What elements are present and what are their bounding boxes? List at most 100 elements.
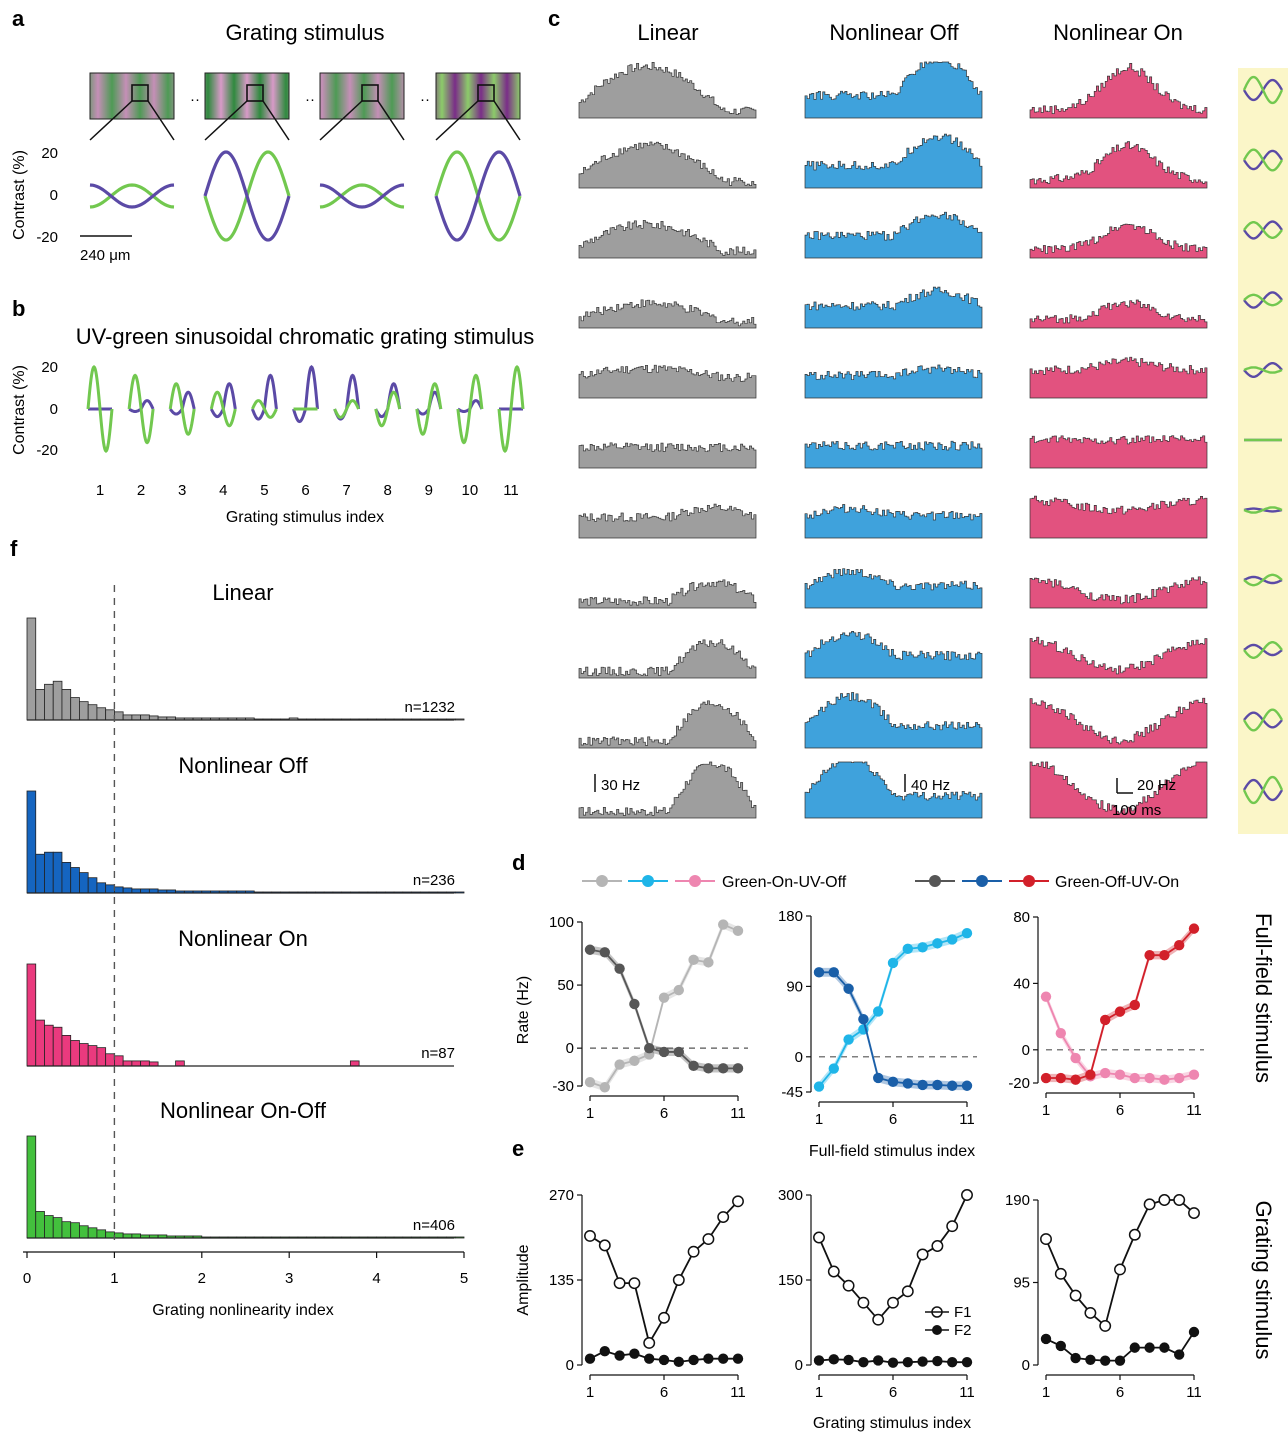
hist-bar [52, 1217, 63, 1239]
psth-histogram [804, 364, 983, 399]
data-point [1188, 923, 1200, 934]
y-tick-label: -20 [1008, 1075, 1030, 1092]
green-wave [89, 183, 175, 209]
data-point [584, 1229, 596, 1242]
psth-grid [578, 61, 1208, 819]
legend-green-off-uv-on: Green-Off-UV-On [1055, 874, 1179, 891]
psth-histogram [804, 631, 983, 679]
y-tick-label: 0 [566, 1040, 574, 1057]
hist-bar [70, 1222, 80, 1239]
green-wave [319, 183, 405, 209]
data-point [1084, 1306, 1097, 1319]
data-point [732, 1353, 744, 1364]
green-wave [415, 382, 443, 436]
x-tick-label: 1 [110, 1270, 118, 1287]
data-point [732, 1195, 744, 1208]
data-point [1114, 1355, 1126, 1366]
legend-green-on-uv-off: Green-On-UV-Off [722, 874, 847, 891]
hist-bar [44, 683, 54, 721]
data-point [887, 1296, 899, 1309]
data-point [931, 1240, 944, 1252]
psth-histogram [1029, 435, 1208, 469]
scale-30hz-label: 30 Hz [601, 777, 640, 794]
hist-n-label: n=1232 [405, 699, 455, 716]
psth-histogram [578, 62, 757, 119]
data-point [628, 1277, 641, 1290]
panel-b-ytick-0: 0 [50, 401, 58, 418]
hist-f1: Linear n=1232 [26, 580, 465, 721]
psth-histogram [578, 364, 757, 399]
hist-bar [96, 1229, 107, 1239]
x-tick-label: 2 [198, 1270, 206, 1287]
hist-bar [79, 701, 89, 721]
data-point [599, 1345, 610, 1357]
data-point [961, 1189, 973, 1201]
data-point [917, 1356, 928, 1367]
icon-strip-background [1238, 68, 1288, 834]
zoom-box [131, 84, 149, 102]
zoom-box [477, 84, 495, 102]
data-point [873, 1072, 884, 1084]
data-point [718, 1063, 729, 1074]
panel-c-letter: c [548, 6, 560, 31]
x-tick-label: 6 [889, 1111, 897, 1128]
panel-e-ylabel: Amplitude [515, 1244, 532, 1315]
zoom-box [246, 84, 264, 102]
hist-bar [52, 851, 63, 894]
psth-histogram [1029, 697, 1208, 749]
hist-bar [131, 1233, 142, 1239]
panel-b-xtick: 10 [462, 482, 479, 499]
y-tick-label: 190 [1005, 1192, 1030, 1209]
data-point [703, 957, 714, 968]
data-point [932, 1079, 943, 1091]
stimulus-icon-green [1243, 293, 1283, 307]
psth-histogram [1029, 576, 1208, 609]
hist-bar [61, 1035, 72, 1067]
data-point [843, 1354, 854, 1366]
plot-d1: 100 50 0 -30 1 6 11 [549, 914, 748, 1122]
data-point [718, 1353, 729, 1364]
y-tick-label: 0 [1022, 1357, 1030, 1374]
data-point [1070, 1074, 1081, 1085]
panel-b-xtick: 1 [96, 482, 104, 499]
x-tick-label: 1 [586, 1384, 594, 1401]
data-point [1040, 1072, 1052, 1084]
series-line [1045, 1199, 1195, 1328]
y-tick-label: 0 [566, 1357, 574, 1374]
panel-d-plots: 100 50 0 -30 1 6 11 180 90 0 -45 1 6 11 80 40 0 -20 1 6 11 [549, 908, 1204, 1128]
data-point [598, 1239, 611, 1252]
panel-e-letter: e [512, 1136, 524, 1161]
psth-histogram [578, 442, 757, 469]
y-tick-label: 135 [549, 1272, 574, 1289]
data-point [1069, 1289, 1082, 1302]
x-tick-label: 1 [586, 1105, 594, 1122]
data-point [658, 1354, 670, 1366]
data-point [644, 1042, 655, 1054]
uv-wave [434, 150, 522, 242]
panel-b-xticks: 1 2 3 4 5 6 7 8 9 10 11 [96, 482, 519, 499]
data-point [1129, 999, 1141, 1011]
data-point [673, 1046, 684, 1058]
psth-histogram [578, 639, 757, 679]
hist-bar [105, 1231, 115, 1239]
hist-bar [122, 1060, 133, 1067]
hist-bar [61, 1221, 72, 1239]
psth-histogram [578, 503, 757, 539]
green-wave [251, 399, 278, 419]
panel-b-xtick: 9 [425, 482, 433, 499]
green-wave [127, 373, 155, 445]
x-tick-label: 1 [815, 1111, 823, 1128]
hist-bar [96, 1047, 107, 1067]
uv-wave [203, 150, 291, 242]
y-tick-label: 90 [786, 978, 803, 995]
data-point [947, 1080, 958, 1091]
hist-bar [122, 714, 133, 721]
data-point [947, 934, 958, 945]
ci-band [819, 928, 967, 1091]
hist-bar [114, 1055, 124, 1067]
hist-bar [87, 1227, 98, 1239]
ellipsis-2: ·· [305, 91, 315, 108]
